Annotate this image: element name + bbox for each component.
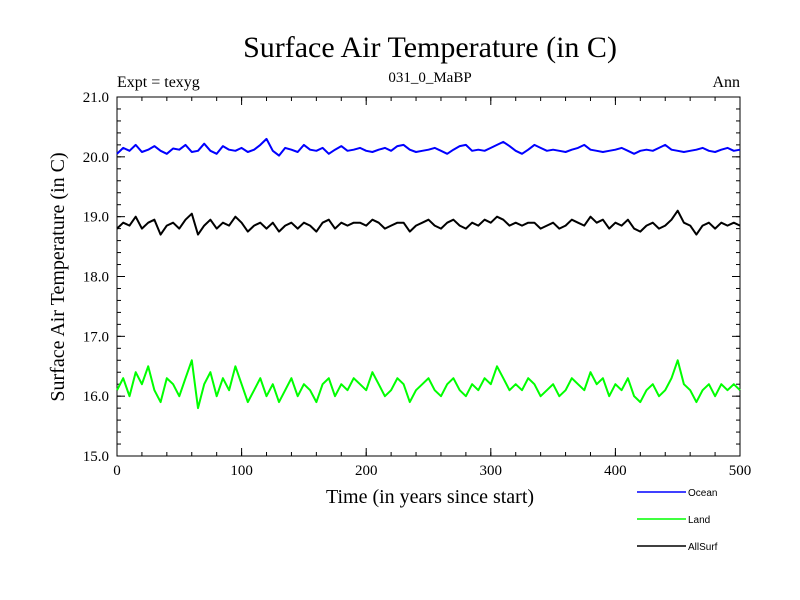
legend-label-land: Land bbox=[688, 515, 710, 526]
y-tick-label: 19.0 bbox=[83, 210, 109, 226]
experiment-label: Expt = texyg bbox=[117, 74, 200, 91]
x-tick-label: 300 bbox=[480, 463, 503, 479]
y-tick-label: 20.0 bbox=[83, 150, 109, 166]
x-tick-label: 0 bbox=[113, 463, 121, 479]
y-axis-label: Surface Air Temperature (in C) bbox=[47, 152, 69, 401]
x-tick-label: 200 bbox=[355, 463, 378, 479]
chart-subtitle: 031_0_MaBP bbox=[388, 70, 471, 86]
legend: Ocean Land AllSurf bbox=[637, 488, 718, 553]
y-tick-label: 18.0 bbox=[83, 270, 109, 286]
y-tick-label: 17.0 bbox=[83, 329, 109, 345]
series-line-ocean bbox=[116, 137, 741, 157]
y-tick-label: 15.0 bbox=[83, 449, 109, 465]
axis-ticks: 0 100 200 300 400 500 15.0 16.0 17.0 18.0 19.0 20.0… bbox=[83, 90, 752, 479]
series-line-allsurf bbox=[116, 209, 741, 236]
y-tick-label: 16.0 bbox=[83, 389, 109, 405]
series-lines bbox=[116, 137, 741, 410]
period-label: Ann bbox=[712, 74, 740, 91]
x-axis-label: Time (in years since start) bbox=[326, 486, 534, 508]
chart-title: Surface Air Temperature (in C) bbox=[243, 31, 617, 64]
x-tick-label: 500 bbox=[729, 463, 752, 479]
x-tick-label: 400 bbox=[604, 463, 627, 479]
x-tick-label: 100 bbox=[230, 463, 253, 479]
legend-label-allsurf: AllSurf bbox=[688, 542, 718, 553]
y-tick-label: 21.0 bbox=[83, 90, 109, 106]
series-line-land bbox=[116, 359, 741, 410]
legend-label-ocean: Ocean bbox=[688, 488, 717, 499]
